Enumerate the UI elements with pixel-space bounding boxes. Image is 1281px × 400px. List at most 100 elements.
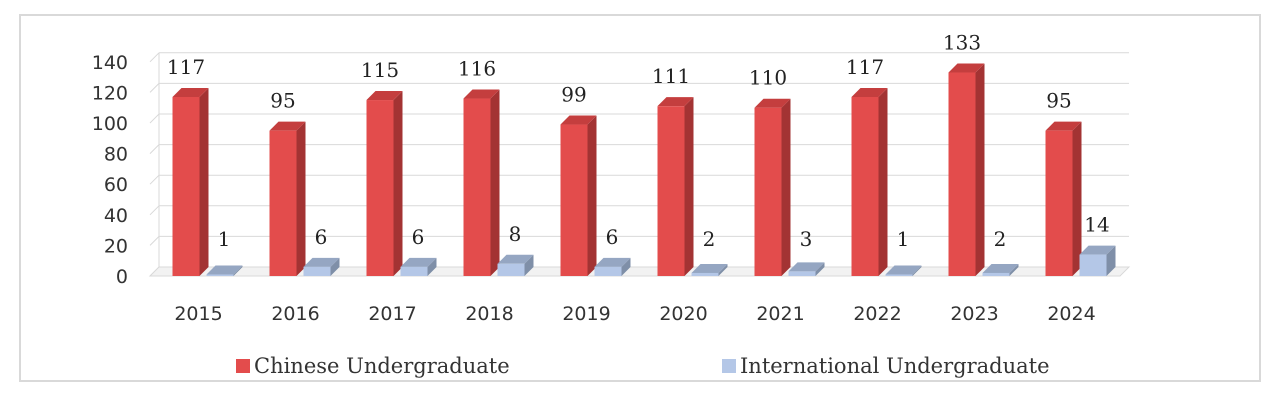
data-label-international-2022: 1: [897, 227, 910, 251]
data-label-international-2017: 6: [412, 225, 425, 249]
bar-chinese-2019: [560, 124, 588, 276]
data-label-chinese-2015: 117: [167, 55, 205, 79]
bar-international-2019: [594, 266, 622, 276]
data-label-international-2018: 8: [509, 222, 522, 246]
gridline-depth: [149, 174, 160, 185]
y-tick-label: 140: [92, 52, 128, 74]
bar-chinese-2017: [366, 100, 394, 276]
data-label-chinese-2020: 111: [652, 64, 690, 88]
x-tick-label: 2015: [174, 303, 222, 325]
bar-chinese-2016-top: [269, 121, 306, 131]
data-labels: 117 1 95 6 115 6 116 8 99 6 111 2 110 3 117 1 133 2 95 14: [167, 31, 1110, 251]
bar-international-2019-top: [594, 257, 631, 267]
bar-chinese-2022-top: [851, 87, 888, 97]
y-tick-label: 20: [104, 235, 128, 257]
bar-chinese-2015-top: [172, 87, 209, 97]
bar-international-2015-side: [233, 265, 243, 276]
x-tick-label: 2016: [271, 303, 319, 325]
data-label-international-2019: 6: [606, 225, 619, 249]
bar-chinese-2019-side: [587, 115, 597, 276]
bar-chinese-2024: [1045, 130, 1073, 276]
bar-chinese-2022-side: [878, 87, 888, 277]
data-label-international-2024: 14: [1084, 213, 1109, 237]
data-label-international-2021: 3: [800, 227, 813, 251]
bar-international-2017-top: [400, 257, 437, 267]
bar-chinese-2018-top: [463, 89, 500, 99]
bar-international-2016-side: [330, 257, 340, 276]
bar-chinese-2020: [657, 106, 685, 276]
bar-chinese-2018: [463, 98, 491, 277]
data-label-international-2015: 1: [218, 227, 231, 251]
bar-chinese-2015-side: [199, 87, 209, 277]
x-tick-label: 2024: [1047, 303, 1095, 325]
bar-international-2018: [497, 263, 525, 276]
bar-international-2015-top: [206, 265, 243, 275]
x-tick-label: 2023: [950, 303, 998, 325]
bar-international-2022: [885, 274, 913, 276]
bar-chinese-2023: [948, 72, 976, 276]
bar-international-2024-side: [1106, 245, 1116, 276]
bar-international-2024: [1079, 254, 1107, 276]
bar-chinese-2023-side: [975, 63, 985, 277]
bar-chinese-2021: [754, 107, 782, 276]
gridline-depth: [149, 205, 160, 216]
bar-international-2023: [982, 272, 1010, 276]
bar-chinese-2020-top: [657, 97, 694, 107]
legend-item-chinese-swatch: [236, 359, 250, 373]
bar-chinese-2020-side: [684, 97, 694, 276]
bar-chinese-2016: [269, 130, 297, 276]
bar-international-2019-side: [621, 257, 631, 276]
bar-international-2022-side: [912, 265, 922, 276]
x-tick-label: 2021: [756, 303, 804, 325]
bar-chinese-2018-side: [490, 89, 500, 277]
bar-chinese-2024-side: [1072, 121, 1082, 277]
bar-international-2021: [788, 271, 816, 276]
gridline-depth: [149, 236, 160, 246]
data-label-chinese-2019: 99: [561, 83, 586, 107]
x-tick-label: 2020: [659, 303, 707, 325]
bar-chinese-2022: [851, 96, 879, 277]
x-tick-label: 2019: [562, 303, 610, 325]
gridline-depth: [149, 83, 160, 93]
bar-international-2023-side: [1009, 263, 1019, 276]
x-tick-label: 2018: [465, 303, 513, 325]
y-tick-label: 100: [92, 113, 128, 135]
bar-chinese-2017-top: [366, 91, 403, 101]
bar-chinese-2017-side: [393, 91, 403, 276]
data-label-chinese-2024: 95: [1046, 89, 1071, 113]
bar-chinese-2021-side: [781, 98, 791, 276]
bar-international-2022-top: [885, 265, 922, 275]
legend-item-international-swatch: [722, 359, 736, 373]
bar-international-2016-top: [303, 257, 340, 267]
bar-international-2020-top: [691, 263, 728, 273]
data-label-international-2023: 2: [994, 227, 1007, 251]
bar-chinese-2016-side: [296, 121, 306, 277]
y-tick-label: 40: [104, 205, 128, 227]
data-label-international-2016: 6: [315, 225, 328, 249]
bar-international-2024-top: [1079, 245, 1116, 255]
bar-international-2023-top: [982, 263, 1019, 273]
gridline-depth: [149, 144, 160, 154]
data-label-chinese-2018: 116: [458, 57, 496, 81]
bar-international-2021-side: [815, 262, 825, 276]
legend-item-chinese-label: Chinese Undergraduate: [254, 354, 510, 378]
gridline-depth: [149, 113, 160, 124]
bar-international-2016: [303, 266, 331, 276]
data-label-chinese-2023: 133: [943, 31, 981, 55]
legend: Chinese Undergraduate International Under…: [236, 354, 1050, 378]
bar-international-2017: [400, 266, 428, 276]
gridline-depth: [149, 52, 160, 63]
bar-international-2021-top: [788, 262, 825, 272]
data-label-international-2020: 2: [703, 227, 716, 251]
y-axis-labels: 0 20 40 60 80 100 120 140: [92, 52, 128, 288]
x-tick-label: 2017: [368, 303, 416, 325]
data-label-chinese-2021: 110: [749, 66, 787, 90]
y-tick-label: 80: [104, 144, 128, 166]
legend-item-international-label: International Undergraduate: [740, 354, 1050, 378]
x-axis-labels: 2015 2016 2017 2018 2019 2020 2021 2022 2023 2024: [174, 303, 1095, 325]
bar-international-2015: [206, 274, 234, 276]
bar-chinese-2019-top: [560, 115, 597, 125]
bar-chinese-2021-top: [754, 98, 791, 108]
bar-international-2017-side: [427, 257, 437, 276]
